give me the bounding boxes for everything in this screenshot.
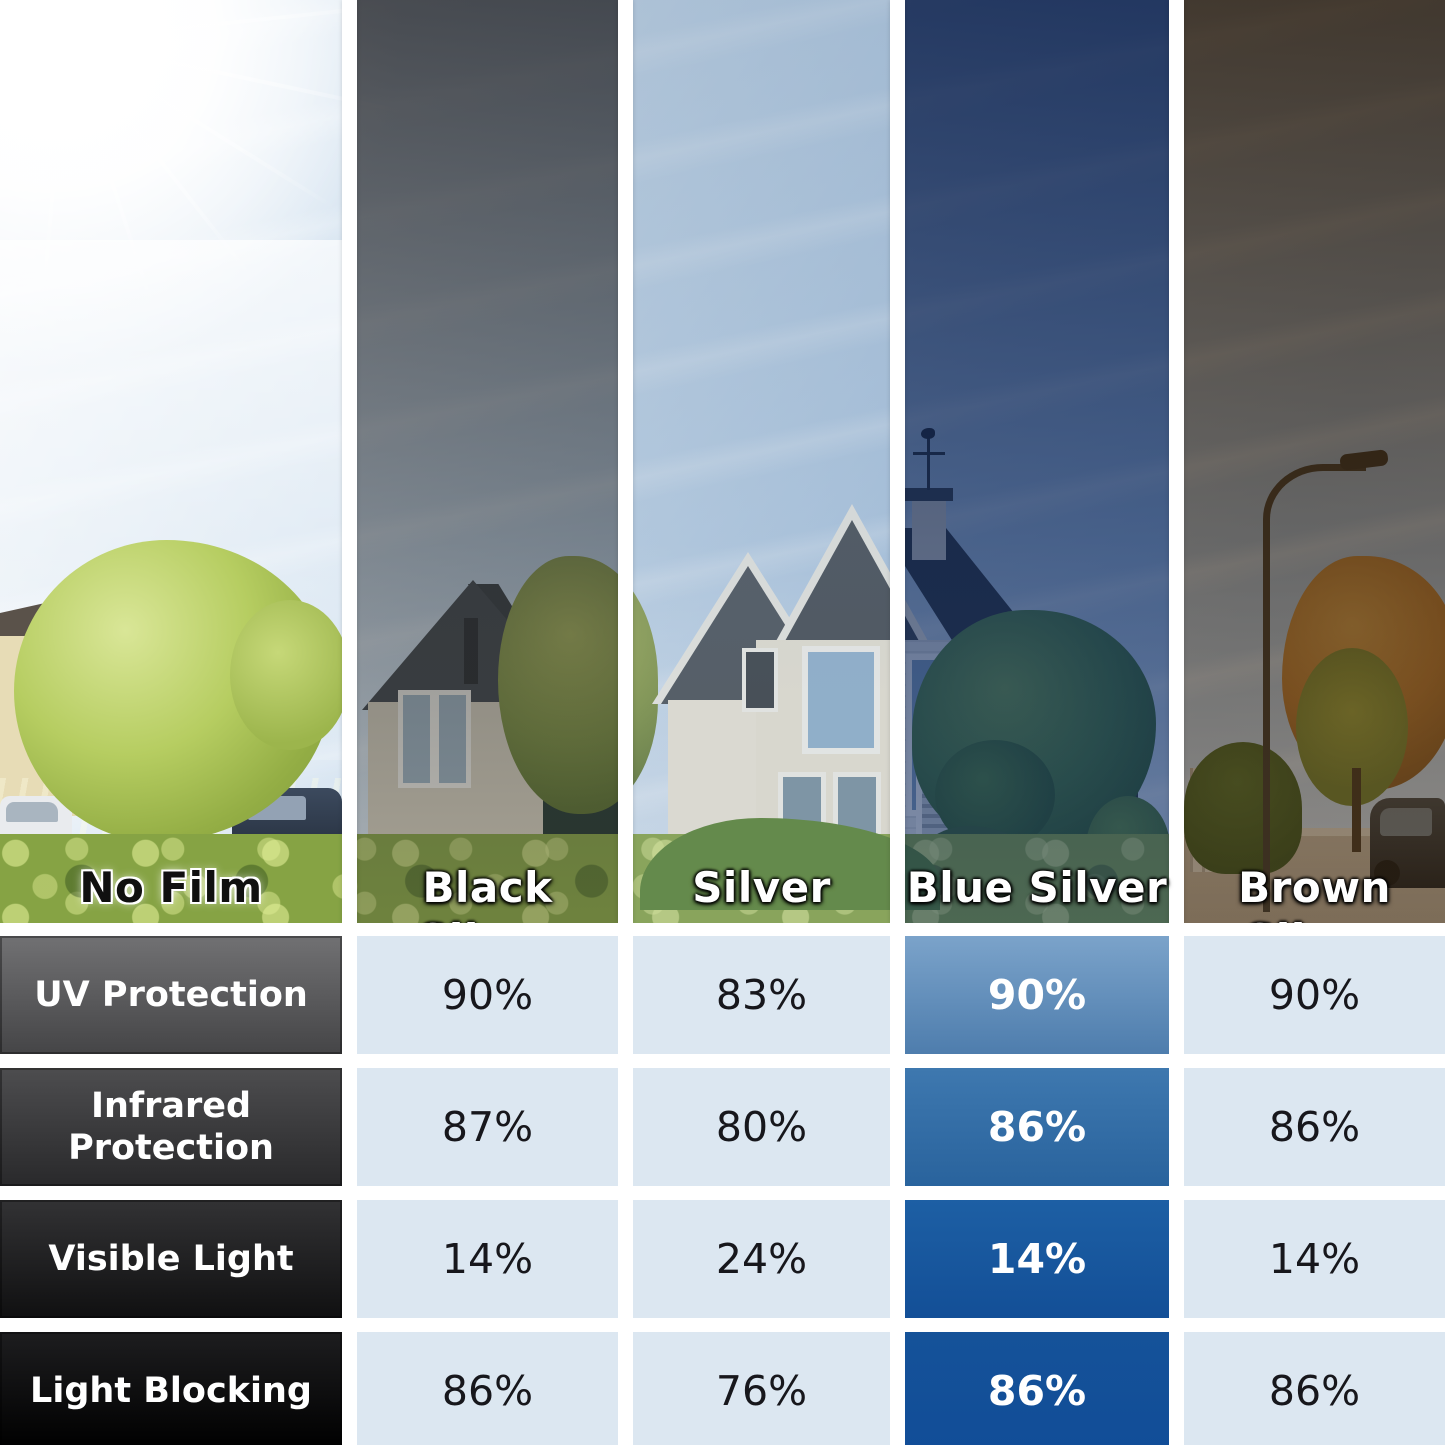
value-cell: 86% <box>1184 1068 1445 1186</box>
strip-separator <box>890 0 905 923</box>
strip-separator <box>1169 0 1184 923</box>
tint-strip-silver <box>633 0 890 923</box>
value-cell: 83% <box>633 936 890 1054</box>
strip-separator <box>618 0 633 923</box>
strip-separator <box>342 0 357 923</box>
scene-car-window <box>6 802 58 822</box>
row-label-light-blocking: Light Blocking <box>0 1332 342 1445</box>
value-cell: 14% <box>1184 1200 1445 1318</box>
scene-tree-col1-highlight <box>230 600 350 750</box>
value-cell: 87% <box>357 1068 618 1186</box>
comparison-table: UV Protection 90% 83% 90% 90% Infrared P… <box>0 923 1445 1445</box>
scene-house3-window <box>802 646 880 754</box>
value-cell-highlighted: 86% <box>905 1332 1169 1445</box>
film-label-black-silver: Black Silver <box>418 863 556 923</box>
value-cell: 24% <box>633 1200 890 1318</box>
value-cell: 86% <box>357 1332 618 1445</box>
tint-strip-black-silver <box>357 0 618 923</box>
film-label-blue-silver: Blue Silver <box>906 863 1168 912</box>
tint-comparison-photo: No Film Black Silver Silver Blue Silver … <box>0 0 1445 923</box>
row-label-infrared-protection: Infrared Protection <box>0 1068 342 1186</box>
value-cell: 76% <box>633 1332 890 1445</box>
row-label-uv-protection: UV Protection <box>0 936 342 1054</box>
value-cell-highlighted: 90% <box>905 936 1169 1054</box>
row-label-visible-light: Visible Light <box>0 1200 342 1318</box>
value-cell: 90% <box>1184 936 1445 1054</box>
value-cell-highlighted: 14% <box>905 1200 1169 1318</box>
film-label-brown-silver: Brown Silver <box>1238 863 1391 923</box>
value-cell: 14% <box>357 1200 618 1318</box>
tint-strip-blue-silver <box>905 0 1169 923</box>
value-cell: 90% <box>357 936 618 1054</box>
film-label-silver: Silver <box>692 863 831 912</box>
tint-strip-brown-silver <box>1184 0 1445 923</box>
scene-house3-attic-window <box>742 648 778 712</box>
value-cell: 86% <box>1184 1332 1445 1445</box>
value-cell-highlighted: 86% <box>905 1068 1169 1186</box>
film-label-no-film: No Film <box>79 863 263 912</box>
value-cell: 80% <box>633 1068 890 1186</box>
